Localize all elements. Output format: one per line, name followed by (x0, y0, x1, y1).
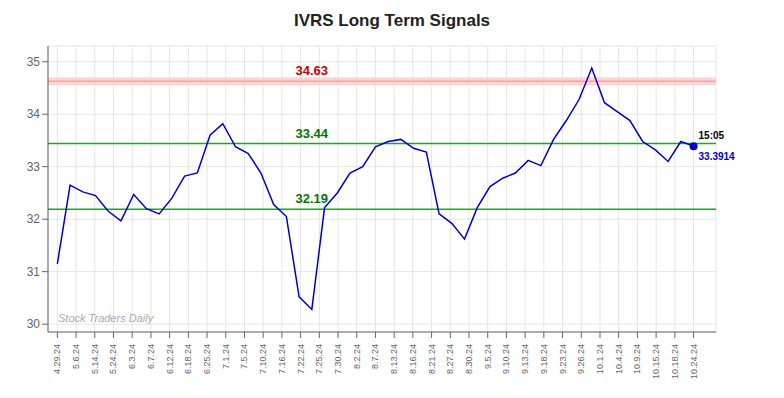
svg-text:9.13.24: 9.13.24 (520, 344, 530, 374)
svg-text:9.18.24: 9.18.24 (539, 344, 549, 374)
svg-text:9.5.24: 9.5.24 (483, 344, 493, 369)
svg-text:7.22.24: 7.22.24 (296, 344, 306, 374)
svg-text:5.24.24: 5.24.24 (108, 344, 118, 374)
svg-text:8.2.24: 8.2.24 (352, 344, 362, 369)
svg-text:8.7.24: 8.7.24 (370, 344, 380, 369)
svg-text:9.26.24: 9.26.24 (576, 344, 586, 374)
svg-text:33.44: 33.44 (296, 126, 329, 141)
svg-text:7.30.24: 7.30.24 (333, 344, 343, 374)
svg-text:9.10.24: 9.10.24 (501, 344, 511, 374)
svg-text:10.4.24: 10.4.24 (614, 344, 624, 374)
svg-text:10.1.24: 10.1.24 (595, 344, 605, 374)
html-text:Stock Traders Daily: Stock Traders Daily (58, 312, 154, 324)
svg-text:5.14.24: 5.14.24 (90, 344, 100, 374)
svg-text:6.25.24: 6.25.24 (202, 344, 212, 374)
svg-text:15:05: 15:05 (699, 130, 725, 141)
svg-text:31: 31 (27, 265, 41, 279)
svg-text:7.5.24: 7.5.24 (239, 344, 249, 369)
svg-text:32: 32 (27, 212, 41, 226)
svg-text:7.25.24: 7.25.24 (314, 344, 324, 374)
svg-text:9.23.24: 9.23.24 (558, 344, 568, 374)
svg-text:6.7.24: 6.7.24 (146, 344, 156, 369)
svg-text:34.63: 34.63 (296, 63, 329, 78)
html-text:IVRS Long Term Signals: IVRS Long Term Signals (293, 11, 491, 30)
svg-text:33: 33 (27, 160, 41, 174)
svg-text:33.3914: 33.3914 (699, 151, 736, 162)
svg-text:6.3.24: 6.3.24 (127, 344, 137, 369)
svg-text:8.21.24: 8.21.24 (427, 344, 437, 374)
svg-text:8.27.24: 8.27.24 (445, 344, 455, 374)
svg-text:8.13.24: 8.13.24 (389, 344, 399, 374)
svg-text:30: 30 (27, 317, 41, 331)
svg-text:7.10.24: 7.10.24 (258, 344, 268, 374)
svg-text:8.30.24: 8.30.24 (464, 344, 474, 374)
svg-text:5.6.24: 5.6.24 (71, 344, 81, 369)
svg-text:10.24.24: 10.24.24 (689, 344, 699, 379)
svg-text:7.16.24: 7.16.24 (277, 344, 287, 374)
svg-text:6.12.24: 6.12.24 (165, 344, 175, 374)
svg-text:10.9.24: 10.9.24 (632, 344, 642, 374)
svg-text:4.29.24: 4.29.24 (52, 344, 62, 374)
svg-text:34: 34 (27, 107, 41, 121)
svg-text:10.15.24: 10.15.24 (651, 344, 661, 379)
svg-text:7.1.24: 7.1.24 (221, 344, 231, 369)
svg-text:35: 35 (27, 55, 41, 69)
svg-text:8.16.24: 8.16.24 (408, 344, 418, 374)
svg-text:32.19: 32.19 (296, 191, 329, 206)
svg-text:10.18.24: 10.18.24 (670, 344, 680, 379)
svg-text:6.18.24: 6.18.24 (183, 344, 193, 374)
